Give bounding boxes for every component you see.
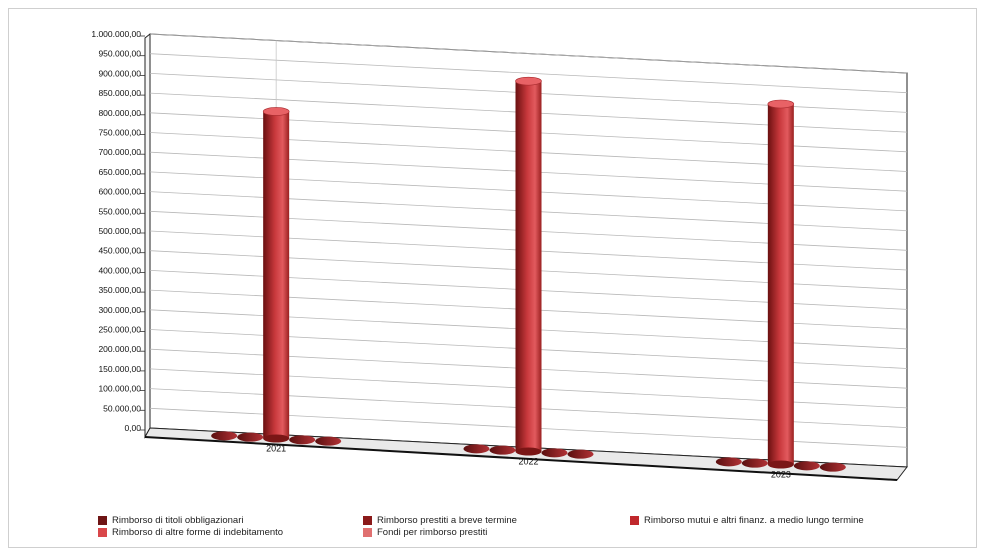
- y-tick-label: 100.000,00: [98, 384, 141, 394]
- legend-swatch: [98, 516, 107, 525]
- legend-swatch: [98, 528, 107, 537]
- x-tick-label: 2023: [771, 470, 791, 480]
- bar: [263, 111, 289, 438]
- bar-base: [768, 461, 794, 469]
- bar-flat: [315, 437, 341, 446]
- legend-item: Rimborso prestiti a breve termine: [363, 515, 517, 526]
- bar: [516, 81, 542, 451]
- bar-flat: [568, 450, 594, 459]
- legend-label: Rimborso mutui e altri finanz. a medio l…: [644, 515, 864, 526]
- y-tick-label: 950.000,00: [98, 49, 141, 59]
- y-tick-label: 250.000,00: [98, 325, 141, 335]
- legend-label: Fondi per rimborso prestiti: [377, 527, 487, 538]
- legend-label: Rimborso di titoli obbligazionari: [112, 515, 243, 526]
- legend-item: Rimborso mutui e altri finanz. a medio l…: [630, 515, 864, 526]
- y-tick-label: 400.000,00: [98, 265, 141, 275]
- y-tick-label: 650.000,00: [98, 167, 141, 177]
- y-tick-label: 750.000,00: [98, 128, 141, 138]
- bar-flat: [289, 435, 315, 444]
- bar-top: [516, 77, 542, 85]
- legend-swatch: [363, 516, 372, 525]
- bar-flat: [820, 463, 846, 472]
- legend-label: Rimborso di altre forme di indebitamento: [112, 527, 283, 538]
- y-tick-label: 450.000,00: [98, 246, 141, 256]
- y-tick-label: 150.000,00: [98, 364, 141, 374]
- bar-flat: [716, 457, 742, 466]
- bar-flat: [794, 461, 820, 470]
- x-tick-label: 2021: [266, 444, 286, 454]
- bar-top: [263, 107, 289, 115]
- bar-flat: [490, 446, 516, 455]
- legend-swatch: [630, 516, 639, 525]
- bar-base: [516, 448, 542, 456]
- y-tick-label: 50.000,00: [103, 403, 141, 413]
- bar-flat: [464, 444, 490, 453]
- bar-base: [263, 435, 289, 443]
- bar-flat: [237, 433, 263, 442]
- y-tick-label: 0,00: [124, 423, 141, 433]
- legend-item: Fondi per rimborso prestiti: [363, 527, 487, 538]
- y-tick-label: 700.000,00: [98, 147, 141, 157]
- legend-item: Rimborso di altre forme di indebitamento: [98, 527, 283, 538]
- x-tick-label: 2022: [518, 457, 538, 467]
- side-wall: [145, 34, 150, 437]
- legend-label: Rimborso prestiti a breve termine: [377, 515, 517, 526]
- bar-top: [768, 100, 794, 108]
- y-tick-label: 900.000,00: [98, 68, 141, 78]
- y-tick-label: 600.000,00: [98, 187, 141, 197]
- y-tick-label: 800.000,00: [98, 108, 141, 118]
- bar: [768, 104, 794, 465]
- y-tick-label: 350.000,00: [98, 285, 141, 295]
- bar-flat: [542, 448, 568, 457]
- y-tick-label: 1.000.000,00: [91, 29, 141, 39]
- y-tick-label: 850.000,00: [98, 88, 141, 98]
- bar-flat: [742, 459, 768, 468]
- legend-swatch: [363, 528, 372, 537]
- y-tick-label: 300.000,00: [98, 305, 141, 315]
- y-tick-label: 200.000,00: [98, 344, 141, 354]
- legend-item: Rimborso di titoli obbligazionari: [98, 515, 243, 526]
- bar-flat: [211, 431, 237, 440]
- y-tick-label: 500.000,00: [98, 226, 141, 236]
- y-tick-label: 550.000,00: [98, 206, 141, 216]
